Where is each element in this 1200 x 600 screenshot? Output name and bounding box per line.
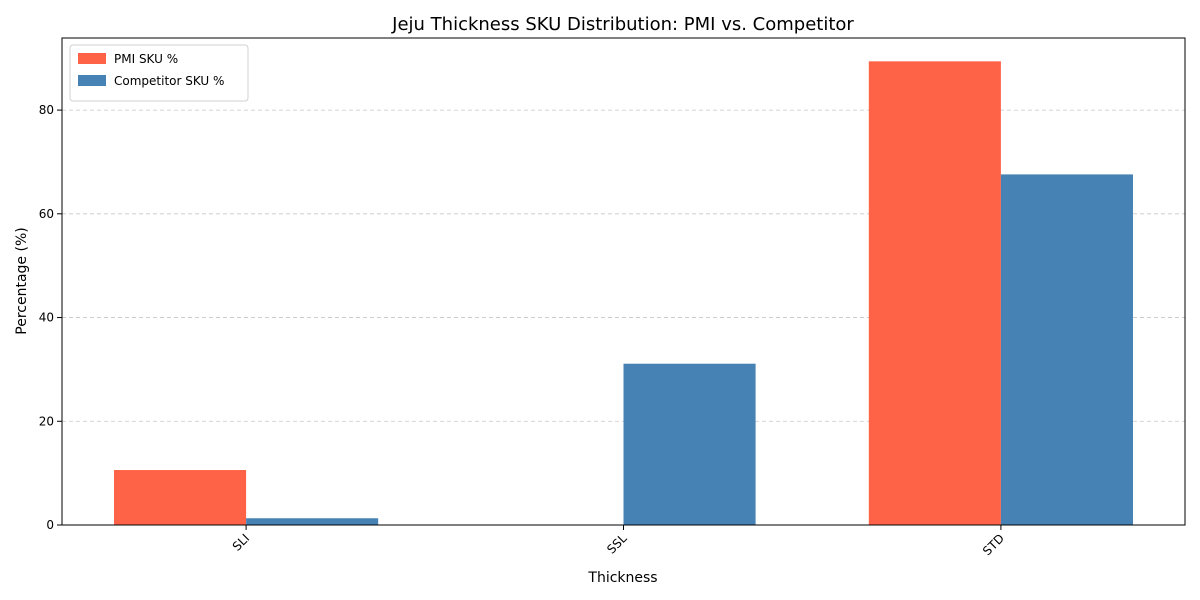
y-axis-label: Percentage (%) xyxy=(14,227,30,334)
plot-area: 0 20 40 60 80 SLI SSL STD xyxy=(39,37,1186,558)
chart-title: Jeju Thickness SKU Distribution: PMI vs.… xyxy=(391,14,854,35)
y-tick-label: 40 xyxy=(39,311,54,325)
x-tick-label: SSL xyxy=(604,531,630,557)
legend-label: PMI SKU % xyxy=(114,52,178,66)
legend-swatch xyxy=(78,53,106,64)
y-tick-label: 20 xyxy=(39,414,54,428)
bar-competitor-sku--ssl xyxy=(623,363,756,525)
legend: PMI SKU % Competitor SKU % xyxy=(69,44,249,102)
x-axis-label: Thickness xyxy=(587,570,657,586)
legend-label: Competitor SKU % xyxy=(114,74,224,88)
x-tick-label: SLI xyxy=(230,531,253,554)
y-tick-label: 0 xyxy=(46,518,54,532)
bar-competitor-sku--std xyxy=(1000,174,1133,525)
y-tick-label: 80 xyxy=(39,103,54,117)
bar-competitor-sku--sli xyxy=(246,518,379,525)
bar-pmi-sku--std xyxy=(868,61,1001,526)
x-tick-label: STD xyxy=(980,531,1007,558)
y-tick-label: 60 xyxy=(39,207,54,221)
legend-box xyxy=(69,44,249,102)
bar-pmi-sku--sli xyxy=(114,470,247,525)
legend-swatch xyxy=(78,75,106,86)
